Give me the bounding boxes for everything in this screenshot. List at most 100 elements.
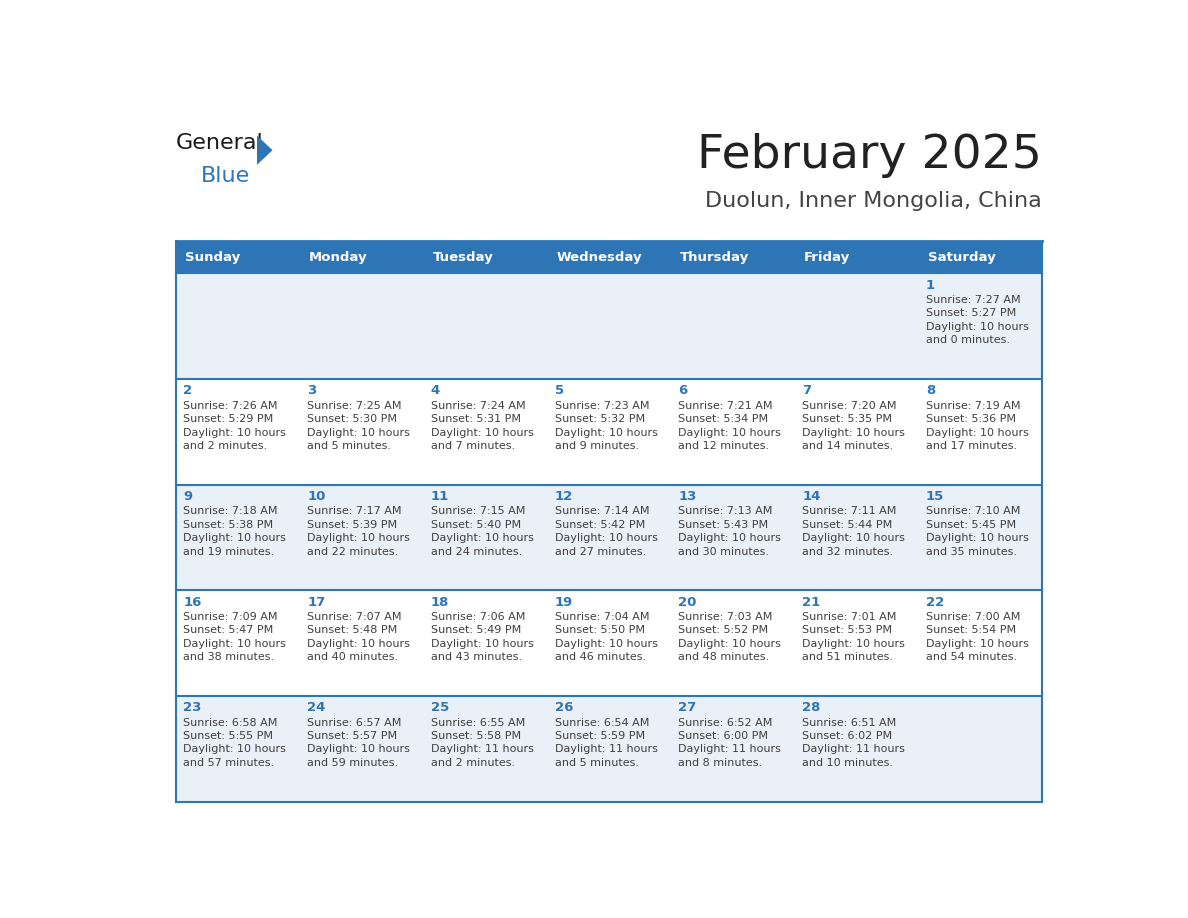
Text: Sunset: 5:31 PM: Sunset: 5:31 PM [431, 414, 520, 424]
Text: 9: 9 [183, 490, 192, 503]
Text: Sunday: Sunday [185, 251, 240, 263]
Text: Sunrise: 7:17 AM: Sunrise: 7:17 AM [308, 506, 402, 516]
Text: and 8 minutes.: and 8 minutes. [678, 758, 763, 768]
Text: Sunset: 5:49 PM: Sunset: 5:49 PM [431, 625, 522, 635]
Text: Sunrise: 7:06 AM: Sunrise: 7:06 AM [431, 612, 525, 621]
Text: Daylight: 10 hours: Daylight: 10 hours [555, 428, 658, 438]
Text: Daylight: 10 hours: Daylight: 10 hours [678, 533, 782, 543]
Text: Duolun, Inner Mongolia, China: Duolun, Inner Mongolia, China [706, 191, 1042, 211]
Text: Sunrise: 7:21 AM: Sunrise: 7:21 AM [678, 400, 773, 410]
Text: and 0 minutes.: and 0 minutes. [927, 335, 1010, 345]
Text: 22: 22 [927, 596, 944, 609]
Text: Daylight: 10 hours: Daylight: 10 hours [183, 639, 286, 649]
Text: Daylight: 10 hours: Daylight: 10 hours [802, 533, 905, 543]
Text: 24: 24 [308, 701, 326, 714]
Text: and 7 minutes.: and 7 minutes. [431, 441, 516, 451]
Text: Sunset: 5:54 PM: Sunset: 5:54 PM [927, 625, 1016, 635]
Text: 12: 12 [555, 490, 573, 503]
Text: Sunrise: 7:15 AM: Sunrise: 7:15 AM [431, 506, 525, 516]
Bar [176, 485, 1042, 590]
Text: Sunrise: 7:20 AM: Sunrise: 7:20 AM [802, 400, 897, 410]
Text: Daylight: 10 hours: Daylight: 10 hours [431, 533, 533, 543]
Text: Sunrise: 7:25 AM: Sunrise: 7:25 AM [308, 400, 402, 410]
Text: Sunset: 5:38 PM: Sunset: 5:38 PM [183, 520, 273, 530]
Text: 23: 23 [183, 701, 202, 714]
Text: Sunset: 5:53 PM: Sunset: 5:53 PM [802, 625, 892, 635]
Bar [176, 274, 1042, 379]
Text: 16: 16 [183, 596, 202, 609]
Text: Sunrise: 7:13 AM: Sunrise: 7:13 AM [678, 506, 773, 516]
Text: and 51 minutes.: and 51 minutes. [802, 653, 893, 662]
Text: Sunset: 5:39 PM: Sunset: 5:39 PM [308, 520, 397, 530]
Text: and 9 minutes.: and 9 minutes. [555, 441, 639, 451]
Text: Sunset: 5:52 PM: Sunset: 5:52 PM [678, 625, 769, 635]
Text: Wednesday: Wednesday [556, 251, 642, 263]
Text: Sunset: 5:30 PM: Sunset: 5:30 PM [308, 414, 397, 424]
Text: Sunrise: 7:03 AM: Sunrise: 7:03 AM [678, 612, 773, 621]
Text: and 40 minutes.: and 40 minutes. [308, 653, 398, 662]
Text: Sunset: 5:36 PM: Sunset: 5:36 PM [927, 414, 1016, 424]
Text: Sunrise: 7:23 AM: Sunrise: 7:23 AM [555, 400, 649, 410]
Text: Monday: Monday [309, 251, 367, 263]
Text: Sunrise: 7:07 AM: Sunrise: 7:07 AM [308, 612, 402, 621]
Text: Sunset: 6:02 PM: Sunset: 6:02 PM [802, 731, 892, 741]
Text: and 30 minutes.: and 30 minutes. [678, 547, 770, 556]
Text: and 54 minutes.: and 54 minutes. [927, 653, 1017, 662]
Text: Sunset: 5:44 PM: Sunset: 5:44 PM [802, 520, 892, 530]
Text: Daylight: 10 hours: Daylight: 10 hours [431, 639, 533, 649]
Text: and 12 minutes.: and 12 minutes. [678, 441, 770, 451]
Text: Sunset: 5:27 PM: Sunset: 5:27 PM [927, 308, 1016, 319]
Polygon shape [257, 136, 272, 165]
Text: Tuesday: Tuesday [432, 251, 493, 263]
Text: 8: 8 [927, 385, 935, 397]
Bar [176, 590, 1042, 696]
Text: and 19 minutes.: and 19 minutes. [183, 547, 274, 556]
Text: Daylight: 11 hours: Daylight: 11 hours [678, 744, 782, 755]
Text: and 27 minutes.: and 27 minutes. [555, 547, 646, 556]
Text: Sunrise: 6:52 AM: Sunrise: 6:52 AM [678, 718, 773, 728]
Bar [299, 241, 423, 274]
Text: Sunset: 5:35 PM: Sunset: 5:35 PM [802, 414, 892, 424]
Text: Friday: Friday [804, 251, 851, 263]
Text: and 59 minutes.: and 59 minutes. [308, 758, 398, 768]
Text: Daylight: 10 hours: Daylight: 10 hours [308, 744, 410, 755]
Text: Sunrise: 7:01 AM: Sunrise: 7:01 AM [802, 612, 897, 621]
Text: Daylight: 10 hours: Daylight: 10 hours [802, 428, 905, 438]
Text: Sunrise: 7:19 AM: Sunrise: 7:19 AM [927, 400, 1020, 410]
Text: 2: 2 [183, 385, 192, 397]
Text: Daylight: 10 hours: Daylight: 10 hours [678, 428, 782, 438]
Text: Daylight: 11 hours: Daylight: 11 hours [802, 744, 905, 755]
Bar [176, 241, 299, 274]
Text: Daylight: 10 hours: Daylight: 10 hours [183, 744, 286, 755]
Text: 15: 15 [927, 490, 944, 503]
Text: Sunset: 5:47 PM: Sunset: 5:47 PM [183, 625, 273, 635]
Text: Sunset: 5:48 PM: Sunset: 5:48 PM [308, 625, 398, 635]
Text: Sunrise: 7:14 AM: Sunrise: 7:14 AM [555, 506, 649, 516]
Text: Sunset: 5:58 PM: Sunset: 5:58 PM [431, 731, 522, 741]
Text: Sunrise: 6:51 AM: Sunrise: 6:51 AM [802, 718, 897, 728]
Text: and 14 minutes.: and 14 minutes. [802, 441, 893, 451]
Bar [423, 241, 546, 274]
Text: Sunset: 5:42 PM: Sunset: 5:42 PM [555, 520, 645, 530]
Text: Sunset: 5:57 PM: Sunset: 5:57 PM [308, 731, 397, 741]
Text: and 10 minutes.: and 10 minutes. [802, 758, 893, 768]
Text: Daylight: 10 hours: Daylight: 10 hours [802, 639, 905, 649]
Text: Blue: Blue [201, 165, 249, 185]
Bar [546, 241, 671, 274]
Text: Sunrise: 6:55 AM: Sunrise: 6:55 AM [431, 718, 525, 728]
Text: and 24 minutes.: and 24 minutes. [431, 547, 523, 556]
Text: Sunrise: 7:04 AM: Sunrise: 7:04 AM [555, 612, 649, 621]
Text: Daylight: 10 hours: Daylight: 10 hours [308, 428, 410, 438]
Text: 6: 6 [678, 385, 688, 397]
Text: and 38 minutes.: and 38 minutes. [183, 653, 274, 662]
Text: Saturday: Saturday [928, 251, 996, 263]
Text: Sunrise: 7:10 AM: Sunrise: 7:10 AM [927, 506, 1020, 516]
Text: General: General [176, 133, 264, 153]
Text: Daylight: 10 hours: Daylight: 10 hours [183, 533, 286, 543]
Text: Daylight: 10 hours: Daylight: 10 hours [927, 533, 1029, 543]
Text: Daylight: 10 hours: Daylight: 10 hours [431, 428, 533, 438]
Text: Sunset: 5:34 PM: Sunset: 5:34 PM [678, 414, 769, 424]
Text: Sunrise: 7:24 AM: Sunrise: 7:24 AM [431, 400, 525, 410]
Text: Daylight: 10 hours: Daylight: 10 hours [678, 639, 782, 649]
Text: Sunset: 5:29 PM: Sunset: 5:29 PM [183, 414, 273, 424]
